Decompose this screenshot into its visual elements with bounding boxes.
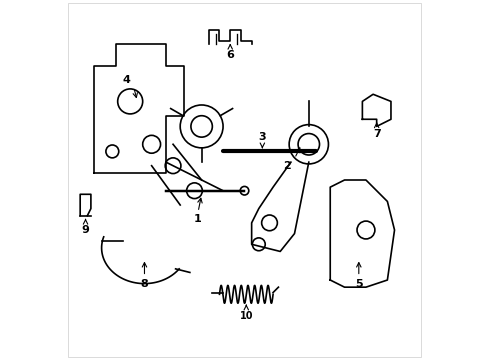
Text: 8: 8 (141, 279, 148, 289)
Text: 5: 5 (354, 279, 362, 289)
Text: 4: 4 (122, 75, 130, 85)
Text: 9: 9 (81, 225, 89, 235)
Text: 2: 2 (283, 161, 291, 171)
Text: 6: 6 (226, 50, 234, 60)
Text: 10: 10 (239, 311, 252, 321)
Text: 7: 7 (372, 129, 380, 139)
Text: 3: 3 (258, 132, 265, 142)
Text: 1: 1 (194, 214, 202, 224)
